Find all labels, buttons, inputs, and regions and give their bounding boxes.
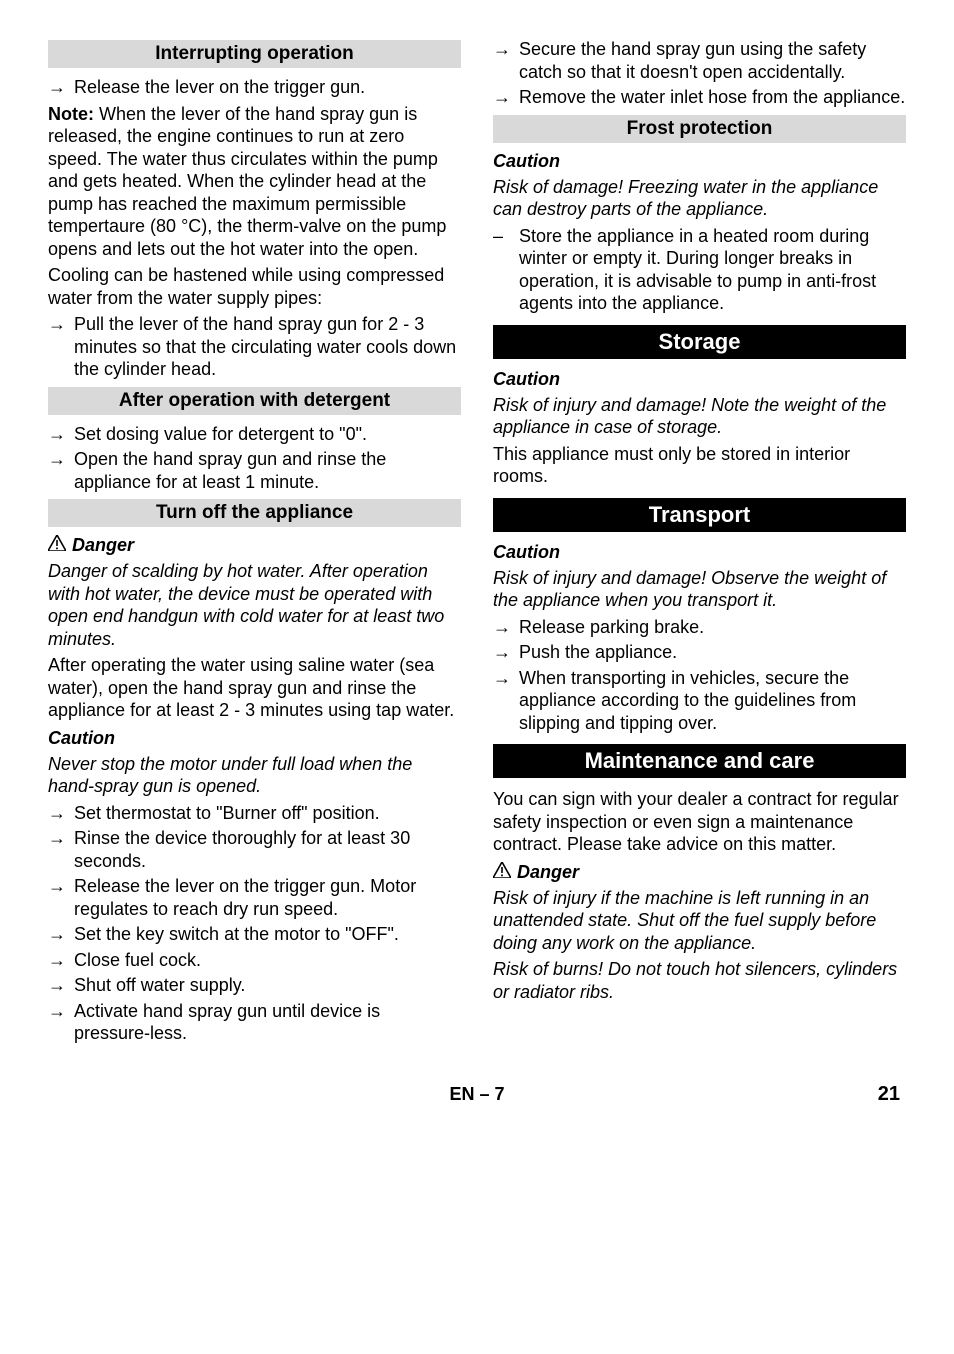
note-paragraph-2: Cooling can be hastened while using comp… — [48, 264, 461, 309]
page-footer: EN – 7 21 — [48, 1083, 906, 1106]
list-item: Close fuel cock. — [48, 949, 461, 972]
list-item: Set the key switch at the motor to "OFF"… — [48, 923, 461, 946]
note-paragraph: Note: When the lever of the hand spray g… — [48, 103, 461, 261]
footer-center: EN – 7 — [114, 1084, 840, 1105]
list-item: Activate hand spray gun until device is … — [48, 1000, 461, 1045]
danger-row: Danger — [493, 862, 906, 883]
footer-page-number: 21 — [840, 1083, 900, 1106]
turnoff-body: After operating the water using saline w… — [48, 654, 461, 722]
heading-storage: Storage — [493, 325, 906, 359]
list-item: Release the lever on the trigger gun. Mo… — [48, 875, 461, 920]
caution-label: Caution — [493, 542, 906, 563]
heading-frost-protection: Frost protection — [493, 115, 906, 143]
list-item: Release parking brake. — [493, 616, 906, 639]
heading-interrupting-operation: Interrupting operation — [48, 40, 461, 68]
list-item: Secure the hand spray gun using the safe… — [493, 38, 906, 83]
interrupt-steps-2: Pull the lever of the hand spray gun for… — [48, 313, 461, 381]
heading-turn-off: Turn off the appliance — [48, 499, 461, 527]
danger-label: Danger — [517, 862, 579, 883]
list-item: Pull the lever of the hand spray gun for… — [48, 313, 461, 381]
list-item: Store the appliance in a heated room dur… — [493, 225, 906, 315]
caution-text: Never stop the motor under full load whe… — [48, 753, 461, 798]
heading-after-detergent: After operation with detergent — [48, 387, 461, 415]
list-item: When transporting in vehicles, secure th… — [493, 667, 906, 735]
top-right-steps: Secure the hand spray gun using the safe… — [493, 38, 906, 109]
interrupt-steps: Release the lever on the trigger gun. — [48, 76, 461, 99]
note-body: When the lever of the hand spray gun is … — [48, 104, 446, 259]
maint-danger-2: Risk of burns! Do not touch hot silencer… — [493, 958, 906, 1003]
caution-label: Caution — [48, 728, 461, 749]
transport-steps: Release parking brake. Push the applianc… — [493, 616, 906, 735]
storage-body: This appliance must only be stored in in… — [493, 443, 906, 488]
left-column: Interrupting operation Release the lever… — [48, 34, 461, 1049]
danger-label: Danger — [72, 535, 134, 556]
after-detergent-steps: Set dosing value for detergent to "0". O… — [48, 423, 461, 494]
list-item: Push the appliance. — [493, 641, 906, 664]
danger-row: Danger — [48, 535, 461, 556]
list-item: Remove the water inlet hose from the app… — [493, 86, 906, 109]
warning-triangle-icon — [48, 535, 66, 556]
list-item: Release the lever on the trigger gun. — [48, 76, 461, 99]
list-item: Shut off water supply. — [48, 974, 461, 997]
frost-caution-text: Risk of damage! Freezing water in the ap… — [493, 176, 906, 221]
warning-triangle-icon — [493, 862, 511, 883]
caution-label: Caution — [493, 369, 906, 390]
right-column: Secure the hand spray gun using the safe… — [493, 34, 906, 1049]
list-item: Open the hand spray gun and rinse the ap… — [48, 448, 461, 493]
transport-caution-text: Risk of injury and damage! Observe the w… — [493, 567, 906, 612]
two-column-layout: Interrupting operation Release the lever… — [48, 34, 906, 1049]
caution-label: Caution — [493, 151, 906, 172]
danger-text: Danger of scalding by hot water. After o… — [48, 560, 461, 650]
frost-steps: Store the appliance in a heated room dur… — [493, 225, 906, 315]
list-item: Set dosing value for detergent to "0". — [48, 423, 461, 446]
note-label: Note: — [48, 104, 94, 124]
maint-danger-1: Risk of injury if the machine is left ru… — [493, 887, 906, 955]
heading-transport: Transport — [493, 498, 906, 532]
page: Interrupting operation Release the lever… — [0, 0, 954, 1136]
list-item: Rinse the device thoroughly for at least… — [48, 827, 461, 872]
storage-caution-text: Risk of injury and damage! Note the weig… — [493, 394, 906, 439]
maint-body: You can sign with your dealer a contract… — [493, 788, 906, 856]
heading-maintenance: Maintenance and care — [493, 744, 906, 778]
list-item: Set thermostat to "Burner off" position. — [48, 802, 461, 825]
turnoff-steps: Set thermostat to "Burner off" position.… — [48, 802, 461, 1045]
